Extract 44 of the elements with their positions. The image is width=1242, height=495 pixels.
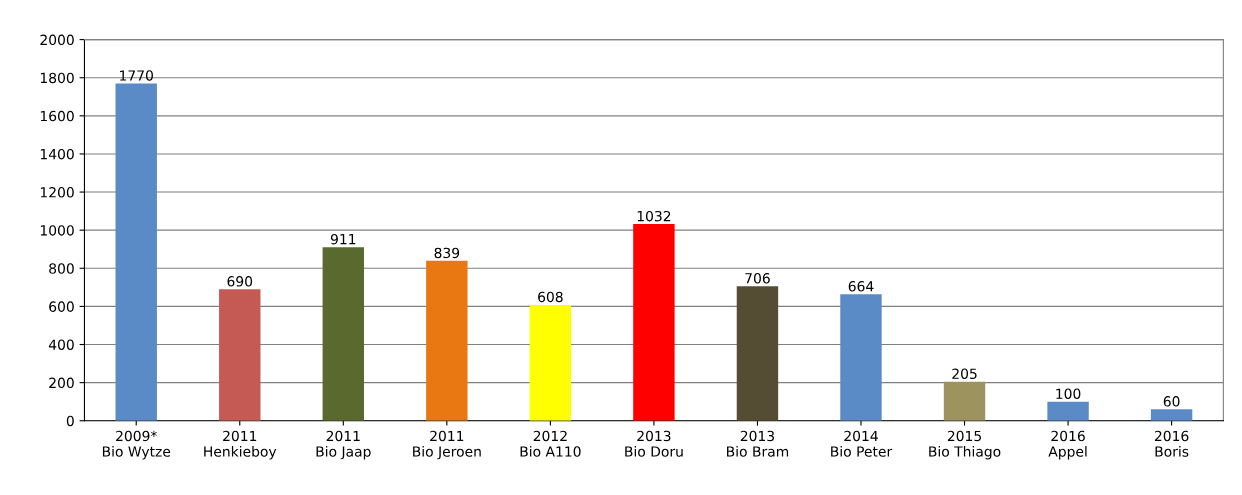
x-tick-label: 2015 Bio Thiago xyxy=(929,430,1001,460)
data-label: 664 xyxy=(848,281,874,292)
bar xyxy=(1150,409,1193,421)
data-label: 608 xyxy=(538,291,563,303)
data-label: 706 xyxy=(745,273,770,284)
x-tick-label: 2012 Bio A110 xyxy=(520,430,581,457)
x-tick-label: 2009* Bio Wytze xyxy=(102,430,171,460)
bar xyxy=(1047,401,1089,421)
x-tick-label: 2016 Boris xyxy=(1154,430,1189,457)
x-tick-label: 2011 Bio Jeroen xyxy=(413,430,481,460)
y-tick-label: 800 xyxy=(49,263,74,274)
bar xyxy=(426,260,468,421)
bar xyxy=(219,289,261,421)
bar xyxy=(633,224,675,421)
x-tick-label: 2013 Bio Bram xyxy=(727,430,789,457)
y-tick-label: 600 xyxy=(49,301,74,312)
y-tick-label: 400 xyxy=(48,339,74,350)
data-label: 100 xyxy=(1056,388,1081,399)
data-label: 205 xyxy=(952,368,977,379)
bar xyxy=(943,381,986,421)
data-label: 1770 xyxy=(120,70,153,81)
x-tick-label: 2016 Appel xyxy=(1048,430,1087,460)
y-tick-label: 1400 xyxy=(40,148,74,160)
bar xyxy=(115,83,157,421)
data-label: 1032 xyxy=(637,210,671,222)
y-tick-label: 1600 xyxy=(40,110,74,122)
y-tick-label: 200 xyxy=(49,377,74,389)
bar xyxy=(529,304,572,421)
data-label: 60 xyxy=(1163,396,1180,407)
x-tick-label: 2013 Bio Doru xyxy=(625,430,683,457)
y-tick-label: 1000 xyxy=(40,225,74,236)
data-label: 690 xyxy=(227,276,253,287)
bar xyxy=(736,286,779,421)
bar xyxy=(322,247,365,421)
y-tick-label: 0 xyxy=(66,415,74,427)
data-label: 911 xyxy=(330,233,356,245)
y-tick-label: 1200 xyxy=(40,187,74,198)
y-tick-label: 2000 xyxy=(40,34,74,46)
data-label: 839 xyxy=(434,247,460,259)
x-tick-label: 2011 Bio Jaap xyxy=(316,430,371,460)
y-tick-label: 1800 xyxy=(40,72,74,84)
x-tick-label: 2011 Henkieboy xyxy=(204,430,277,460)
bar xyxy=(840,294,882,421)
x-tick-label: 2014 Bio Peter xyxy=(831,430,893,457)
